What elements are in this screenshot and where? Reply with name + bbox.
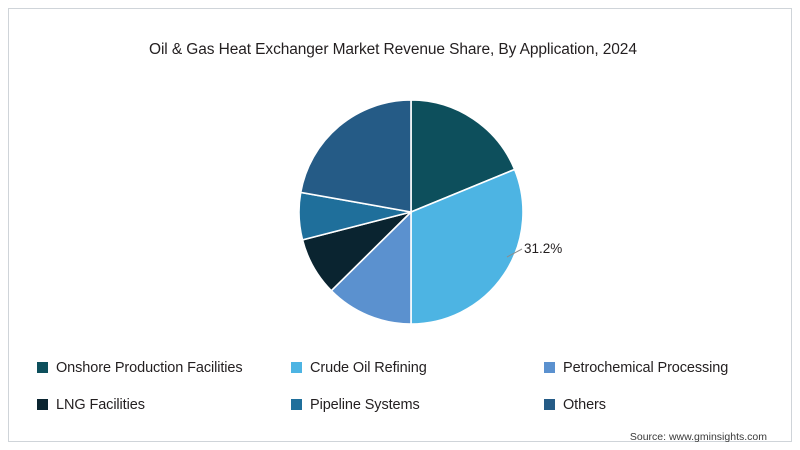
legend-swatch-icon [544, 399, 555, 410]
pie-chart-area: 31.2% [9, 9, 800, 349]
legend-item-pipeline-systems[interactable]: Pipeline Systems [291, 397, 544, 413]
legend-item-label: Others [563, 396, 606, 413]
page-title: Oil & Gas Heat Exchanger Market Revenue … [149, 41, 637, 58]
legend-swatch-icon [37, 399, 48, 410]
legend-swatch-icon [37, 362, 48, 373]
pie-chart-svg [298, 99, 524, 325]
pie-slice[interactable] [410, 99, 516, 214]
legend-row-1: Onshore Production Facilities Crude Oil … [37, 349, 767, 386]
legend-swatch-icon [544, 362, 555, 373]
pie-slice[interactable] [330, 210, 412, 325]
callout-leader-line [506, 248, 523, 258]
legend-item-label: LNG Facilities [56, 396, 145, 413]
legend-item-onshore-production-facilities[interactable]: Onshore Production Facilities [37, 360, 291, 376]
legend-swatch-icon [291, 399, 302, 410]
legend-item-crude-oil-refining[interactable]: Crude Oil Refining [291, 360, 544, 376]
pie-slices-group [298, 99, 524, 325]
legend-item-label: Petrochemical Processing [563, 359, 729, 376]
source-attribution: Source: www.gminsights.com [629, 431, 767, 443]
chart-card-frame: Oil & Gas Heat Exchanger Market Revenue … [8, 8, 792, 443]
legend-item-others[interactable]: Others [544, 397, 767, 413]
pie-slice[interactable] [410, 168, 524, 325]
legend-item-petrochemical-processing[interactable]: Petrochemical Processing [544, 360, 767, 376]
slice-percentage-label: 31.2% [524, 241, 563, 256]
legend-swatch-icon [291, 362, 302, 373]
pie-slice[interactable] [299, 99, 412, 213]
legend-row-2: LNG Facilities Pipeline Systems Others [37, 386, 767, 423]
legend-item-lng-facilities[interactable]: LNG Facilities [37, 397, 291, 413]
legend-item-label: Crude Oil Refining [310, 359, 427, 376]
chart-legend: Onshore Production Facilities Crude Oil … [37, 349, 767, 424]
legend-item-label: Onshore Production Facilities [56, 359, 243, 376]
legend-item-label: Pipeline Systems [310, 396, 420, 413]
